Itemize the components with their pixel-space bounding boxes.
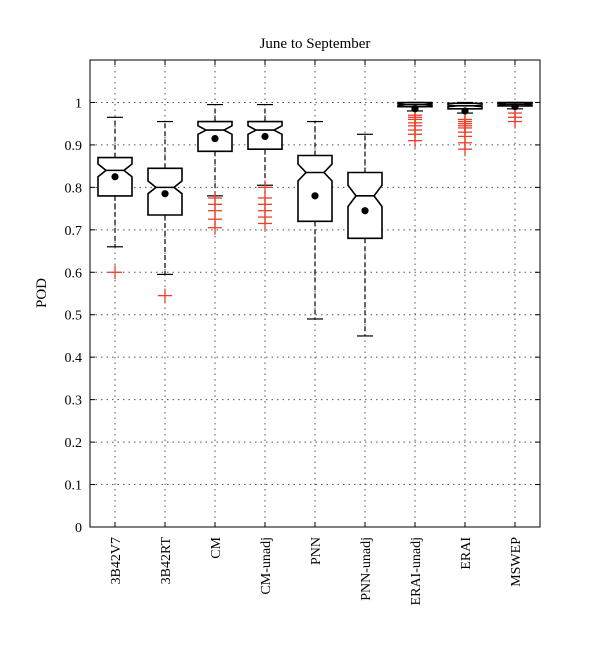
- y-tick-label: 0.8: [65, 181, 83, 196]
- y-tick-label: 0.7: [65, 224, 83, 239]
- x-tick-label: PNN: [309, 537, 324, 565]
- box-CM-unadj: [247, 103, 283, 231]
- y-tick-label: 0.6: [65, 266, 83, 281]
- x-tick-label: PNN-unadj: [359, 537, 374, 601]
- x-axis: 3B42V7 3B42RT CM CM-unadj PNN PNN-unadj ERAI-u…: [109, 60, 524, 605]
- x-tick-label: ERAI-unadj: [409, 537, 424, 605]
- box-PNN-unadj: [347, 133, 383, 337]
- box-body: [347, 171, 383, 240]
- box-body: [297, 154, 333, 223]
- x-tick-label: MSWEP: [509, 537, 524, 587]
- mean-point: [511, 103, 519, 111]
- mean-point: [311, 192, 319, 200]
- y-axis: 0 0.1 0.2 0.3 0.4 0.5 0.6 0.7 0.8 0.9 1: [65, 96, 540, 536]
- box-3B42RT: [147, 120, 183, 303]
- mean-point: [411, 105, 419, 113]
- y-tick-label: 1: [75, 96, 82, 111]
- mean-point: [161, 190, 169, 198]
- box-MSWEP: [497, 101, 533, 129]
- x-tick-label: CM: [209, 536, 224, 558]
- x-tick-label: 3B42RT: [159, 537, 174, 585]
- mean-point: [261, 132, 269, 141]
- mean-point: [361, 207, 369, 215]
- mean-point: [211, 134, 219, 143]
- box-ERAI: [447, 101, 483, 157]
- y-tick-label: 0.2: [65, 436, 83, 451]
- box-3B42V7: [97, 116, 133, 280]
- x-tick-label: 3B42V7: [109, 537, 124, 584]
- mean-point: [461, 107, 469, 115]
- box-series: [97, 101, 533, 337]
- box-CM: [197, 103, 233, 235]
- y-tick-label: 0: [75, 521, 82, 536]
- y-tick-label: 0.4: [65, 351, 83, 366]
- y-axis-label: POD: [34, 278, 50, 308]
- box-PNN: [297, 120, 333, 320]
- x-tick-label: ERAI: [459, 537, 474, 570]
- mean-point: [111, 173, 119, 181]
- y-tick-label: 0.3: [65, 394, 83, 409]
- box-ERAI-unadj: [397, 101, 433, 148]
- chart-title: June to September: [260, 36, 371, 52]
- y-tick-label: 0.5: [65, 309, 83, 324]
- y-tick-label: 0.1: [65, 479, 83, 494]
- x-tick-label: CM-unadj: [259, 537, 274, 595]
- y-tick-label: 0.9: [65, 139, 83, 154]
